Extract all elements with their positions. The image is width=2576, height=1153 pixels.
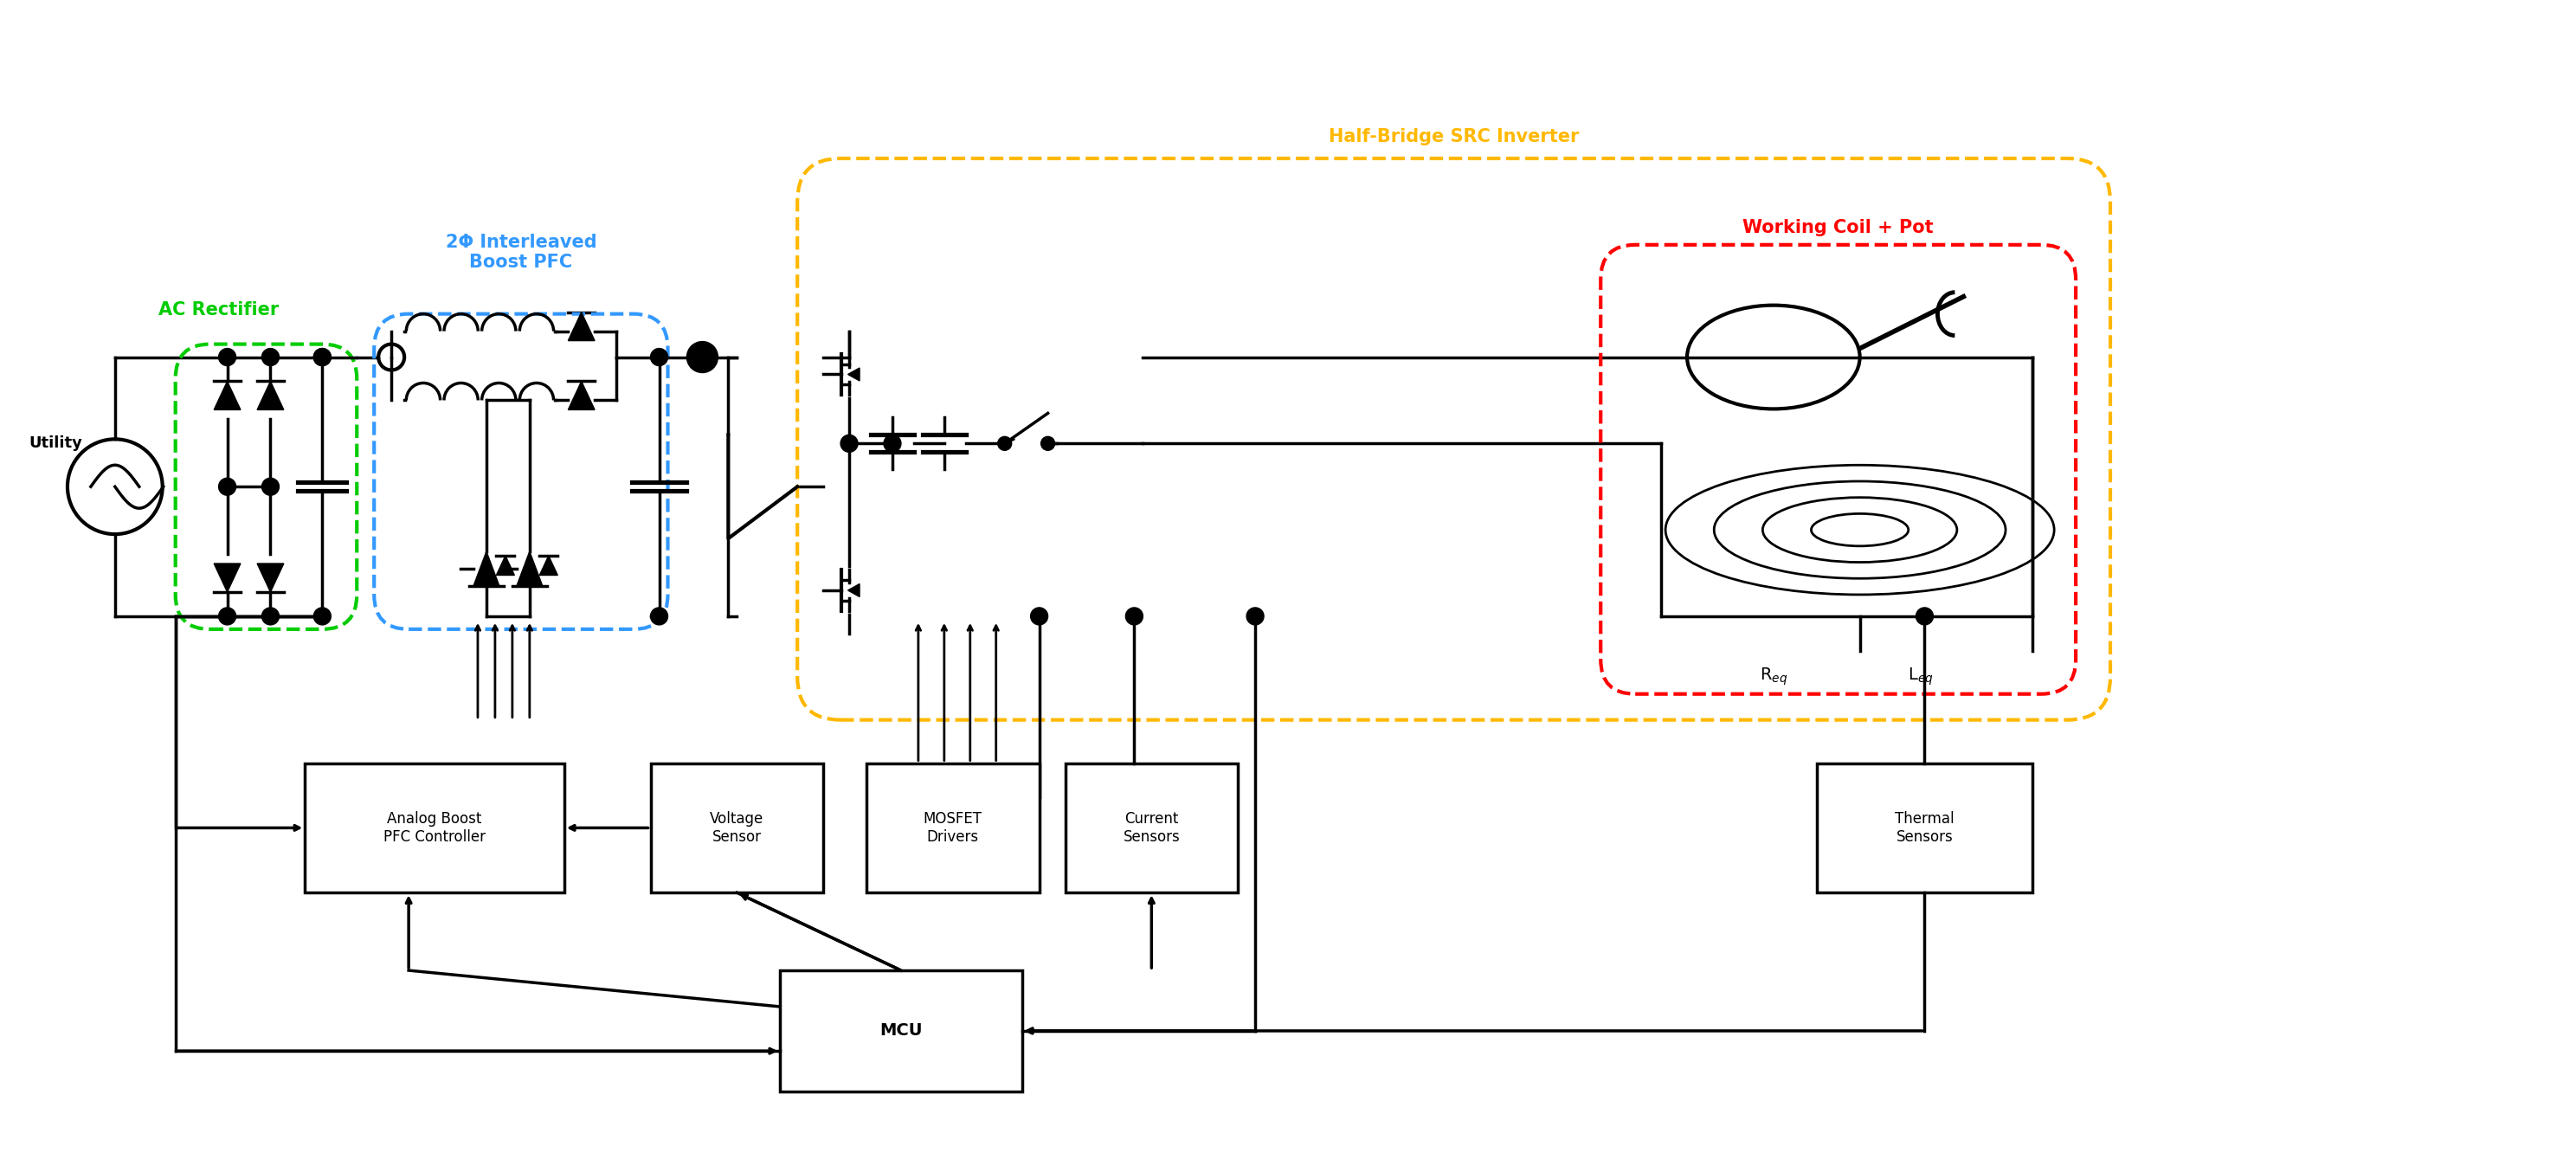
Circle shape [314,608,330,625]
Circle shape [263,348,278,366]
Circle shape [652,348,667,366]
Text: Working Coil + Pot: Working Coil + Pot [1744,219,1935,236]
Polygon shape [258,564,283,591]
Circle shape [219,348,237,366]
Polygon shape [258,382,283,409]
Bar [1816,763,2032,892]
Text: Thermal
Sensors: Thermal Sensors [1896,811,1955,845]
Circle shape [314,348,330,366]
Text: MOSFET
Drivers: MOSFET Drivers [922,811,981,845]
Circle shape [314,348,330,366]
Polygon shape [569,312,595,340]
Polygon shape [848,368,860,380]
Circle shape [840,435,858,452]
Polygon shape [214,382,240,409]
Polygon shape [848,583,860,597]
Text: MCU: MCU [878,1023,922,1039]
Text: L$_{eq}$: L$_{eq}$ [1906,666,1932,687]
Circle shape [219,478,237,496]
Circle shape [219,608,237,625]
Circle shape [884,435,902,452]
Polygon shape [569,382,595,409]
Circle shape [1030,608,1048,625]
Circle shape [997,437,1012,451]
Bar [866,763,1038,892]
Circle shape [263,478,278,496]
Bar [781,971,1023,1092]
Polygon shape [497,556,515,575]
Circle shape [1917,608,1932,625]
Polygon shape [538,556,556,575]
Text: R$_{eq}$: R$_{eq}$ [1759,666,1788,687]
Polygon shape [518,551,544,586]
Polygon shape [474,551,500,586]
Bar [652,763,824,892]
Text: Utility: Utility [28,436,82,451]
Circle shape [263,608,278,625]
Text: 2Φ Interleaved
Boost PFC: 2Φ Interleaved Boost PFC [446,233,598,271]
Circle shape [652,608,667,625]
Text: Voltage
Sensor: Voltage Sensor [711,811,765,845]
Circle shape [688,341,719,372]
Circle shape [1126,608,1144,625]
Text: AC Rectifier: AC Rectifier [157,301,278,318]
Circle shape [1247,608,1265,625]
Circle shape [1041,437,1054,451]
Polygon shape [214,564,240,591]
Text: Analog Boost
PFC Controller: Analog Boost PFC Controller [384,811,487,845]
Text: Half-Bridge SRC Inverter: Half-Bridge SRC Inverter [1329,128,1579,145]
Bar [1064,763,1239,892]
Text: Current
Sensors: Current Sensors [1123,811,1180,845]
Bar [304,763,564,892]
